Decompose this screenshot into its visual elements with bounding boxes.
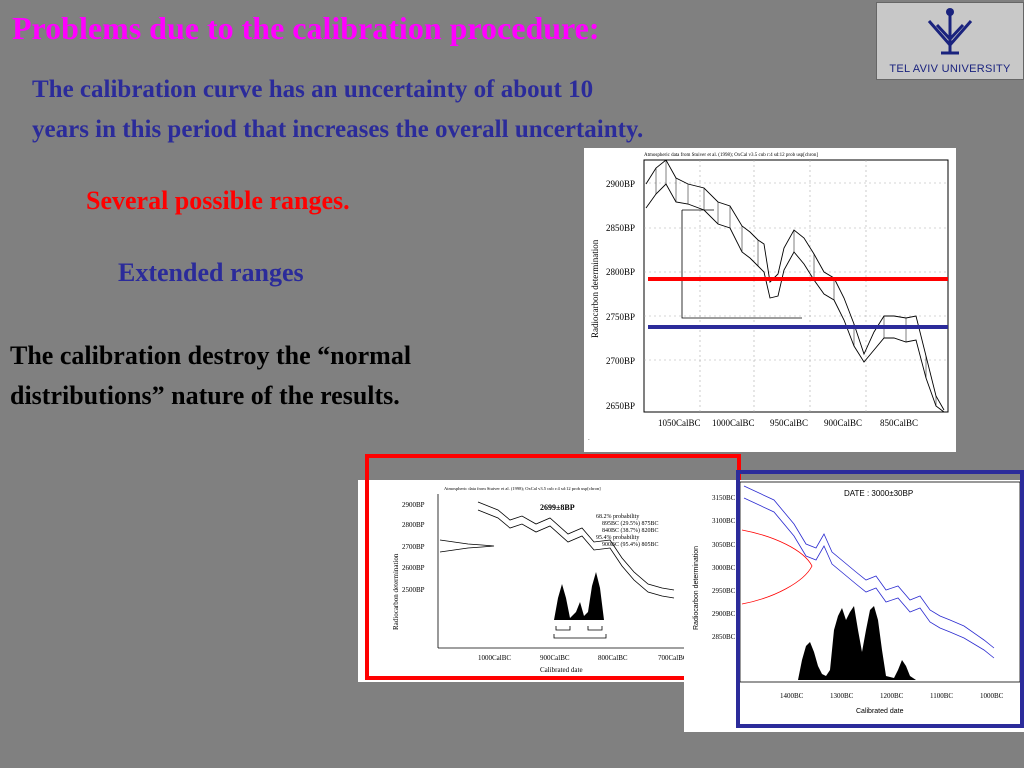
chart2-prob: 95.4% probability [596, 535, 639, 541]
normal-distribution-line-1: The calibration destroy the “normal [10, 341, 412, 370]
chart2-xtick: 1000CalBC [478, 654, 511, 662]
probability-chart: Atmospheric data from Stuiver et al. (19… [358, 480, 688, 682]
chart3-ylabel: Radiocarbon determination [693, 546, 700, 630]
chart3-sample: DATE : 3000±30BP [844, 489, 913, 498]
chart1-xtick: 1000CalBC [712, 418, 755, 428]
chart2-ylabel: Radiocarbon determination [392, 553, 400, 630]
chart3-ytick: 2950BC [712, 587, 736, 595]
chart2-header: Atmospheric data from Stuiver et al. (19… [444, 486, 601, 491]
calibration-curve-chart: Atmospheric data from Stuiver et al. (19… [584, 148, 956, 452]
normal-distribution-text: The calibration destroy the “normal dist… [10, 336, 411, 416]
tel-aviv-university-logo: TEL AVIV UNIVERSITY [876, 2, 1024, 80]
slide-title: Problems due to the calibration procedur… [12, 10, 600, 46]
chart3-ytick: 3150BC [712, 494, 736, 502]
chart2-xlabel: Calibrated date [540, 666, 583, 674]
chart3-ytick: 3000BC [712, 564, 736, 572]
chart1-ytick: 2700BP [606, 356, 635, 366]
chart3-ytick: 2900BC [712, 610, 736, 618]
chart2-xtick: 700CalBC [658, 654, 688, 662]
chart1-ytick: 2900BP [606, 179, 635, 189]
extended-ranges-text: Extended ranges [118, 258, 304, 287]
chart2-xtick: 800CalBC [598, 654, 628, 662]
chart1-xtick: 850CalBC [880, 418, 918, 428]
chart2-ytick: 2600BP [402, 564, 425, 572]
chart3-ytick: 2850BC [712, 633, 736, 641]
chart2-ytick: 2800BP [402, 521, 425, 529]
chart2-xtick: 900CalBC [540, 654, 570, 662]
chart2-sample: 2699±8BP [540, 503, 575, 512]
chart2-ytick: 2900BP [402, 501, 425, 509]
blue-highlight-frame [736, 470, 1024, 728]
chart3-xtick: 1300BC [830, 692, 854, 700]
menorah-icon [927, 8, 973, 55]
chart3-xtick: 1100BC [930, 692, 953, 700]
chart3-xtick: 1200BC [880, 692, 904, 700]
uncertainty-line-2: years in this period that increases the … [32, 116, 644, 143]
uncertainty-text: The calibration curve has an uncertainty… [32, 70, 912, 150]
blue-range-line [648, 325, 948, 329]
chart2-ytick: 2500BP [402, 586, 425, 594]
chart3-xlabel: Calibrated date [856, 708, 904, 715]
chart1-ytick: 2650BP [606, 401, 635, 411]
chart1-xtick: 1050CalBC [658, 418, 701, 428]
chart1-header: Atmospheric data from Stuiver et al. (19… [644, 153, 818, 158]
chart3-ytick: 3050BC [712, 541, 736, 549]
chart1-ylabel: Radiocarbon determination [590, 239, 600, 338]
logo-text: TEL AVIV UNIVERSITY [889, 63, 1011, 75]
chart2-prob: 840BC (38.7%) 820BC [602, 527, 659, 534]
chart2-prob: 895BC (29.5%) 875BC [602, 520, 659, 527]
chart3-ytick: 3100BC [712, 517, 736, 525]
chart3-xtick: 1400BC [780, 692, 804, 700]
several-ranges-text: Several possible ranges. [86, 186, 350, 215]
chart3-xtick: 1000BC [980, 692, 1004, 700]
chart1-xtick: 950CalBC [770, 418, 808, 428]
chart1-xtick: 900CalBC [824, 418, 862, 428]
uncertainty-line-1: The calibration curve has an uncertainty… [32, 76, 594, 103]
chart1-ytick: 2850BP [606, 223, 635, 233]
chart1-ytick: 2750BP [606, 312, 635, 322]
chart2-ytick: 2700BP [402, 543, 425, 551]
date-3000-chart: DATE : 3000±30BP 3150BC 3100BC 3050BC 30… [684, 480, 1024, 732]
chart2-prob: 68.2% probability [596, 514, 639, 520]
chart2-prob: 900BC (95.4%) 805BC [602, 541, 659, 548]
red-range-line [648, 277, 948, 281]
normal-distribution-line-2: distributions” nature of the results. [10, 381, 400, 410]
chart1-ytick: 2800BP [606, 267, 635, 277]
chart1-footer-mark: . [588, 434, 590, 442]
